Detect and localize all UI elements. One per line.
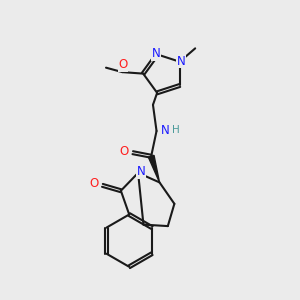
Text: N: N (176, 55, 185, 68)
Text: N: N (160, 124, 169, 137)
Text: O: O (118, 58, 128, 71)
Text: O: O (89, 177, 99, 190)
Text: H: H (172, 125, 180, 135)
Text: O: O (120, 145, 129, 158)
Text: N: N (152, 47, 160, 60)
Polygon shape (148, 155, 160, 182)
Text: N: N (137, 166, 146, 178)
